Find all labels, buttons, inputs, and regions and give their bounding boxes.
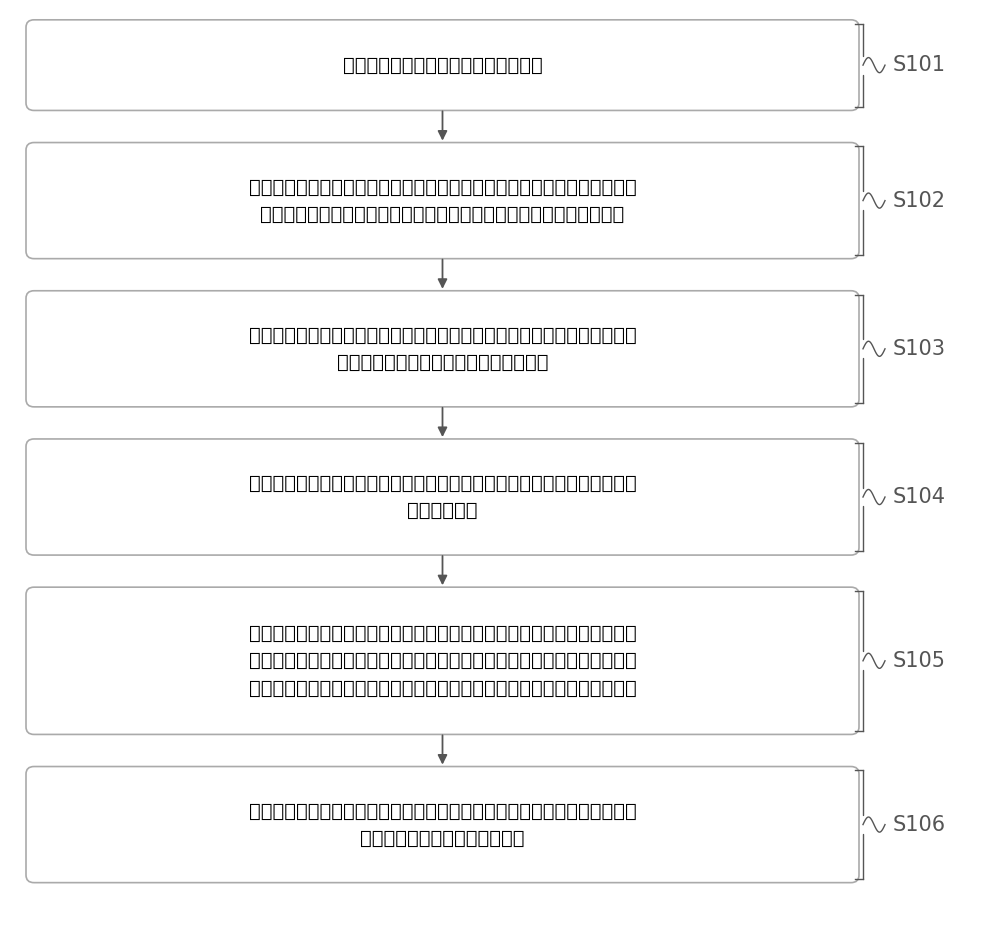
Text: S103: S103 [893, 339, 946, 359]
Text: S104: S104 [893, 487, 946, 507]
Text: 制备第一光量子信号和第二光量子信号: 制备第一光量子信号和第二光量子信号 [343, 56, 542, 75]
Text: S102: S102 [893, 191, 946, 211]
FancyBboxPatch shape [26, 767, 859, 883]
Text: S105: S105 [893, 650, 946, 671]
Text: S101: S101 [893, 55, 946, 76]
Text: 对所述第一光量子信号和所述第二光量子信号进行扰偏操作，使得所述第一
光量子信号和所述第二光量子信号的偏振态均匀分布在庞加莱球的表面: 对所述第一光量子信号和所述第二光量子信号进行扰偏操作，使得所述第一 光量子信号和… [249, 177, 636, 224]
Text: S106: S106 [893, 815, 946, 834]
FancyBboxPatch shape [26, 291, 859, 407]
Text: 分别将经过扰偏后的第一光量子信号通过第一光纤信道传输和将经过扰偏后
的第二光量子信号通过第二光纤信道传输: 分别将经过扰偏后的第一光量子信号通过第一光纤信道传输和将经过扰偏后 的第二光量子… [249, 326, 636, 372]
FancyBboxPatch shape [26, 587, 859, 734]
FancyBboxPatch shape [26, 20, 859, 110]
FancyBboxPatch shape [26, 143, 859, 259]
Text: 将经过扰偏后的第二光量子信号分离为偏振方向相互正交的第三偏振分量和
第四偏振分量，所述第一偏振分量的偏振方向与所述第三偏振分量的偏振方
向相同，所述第二偏振分量: 将经过扰偏后的第二光量子信号分离为偏振方向相互正交的第三偏振分量和 第四偏振分量… [249, 624, 636, 698]
Text: 测量所述第一偏振分量和所述第三偏振分量的贝尔态，以及所述第二偏振分
量和所述第四偏振分量的贝尔态: 测量所述第一偏振分量和所述第三偏振分量的贝尔态，以及所述第二偏振分 量和所述第四… [249, 801, 636, 848]
Text: 将经过扰偏后的第一光量子信号分离为偏振方向相互正交的第一偏振分量和
第二偏振分量: 将经过扰偏后的第一光量子信号分离为偏振方向相互正交的第一偏振分量和 第二偏振分量 [249, 474, 636, 520]
FancyBboxPatch shape [26, 439, 859, 555]
